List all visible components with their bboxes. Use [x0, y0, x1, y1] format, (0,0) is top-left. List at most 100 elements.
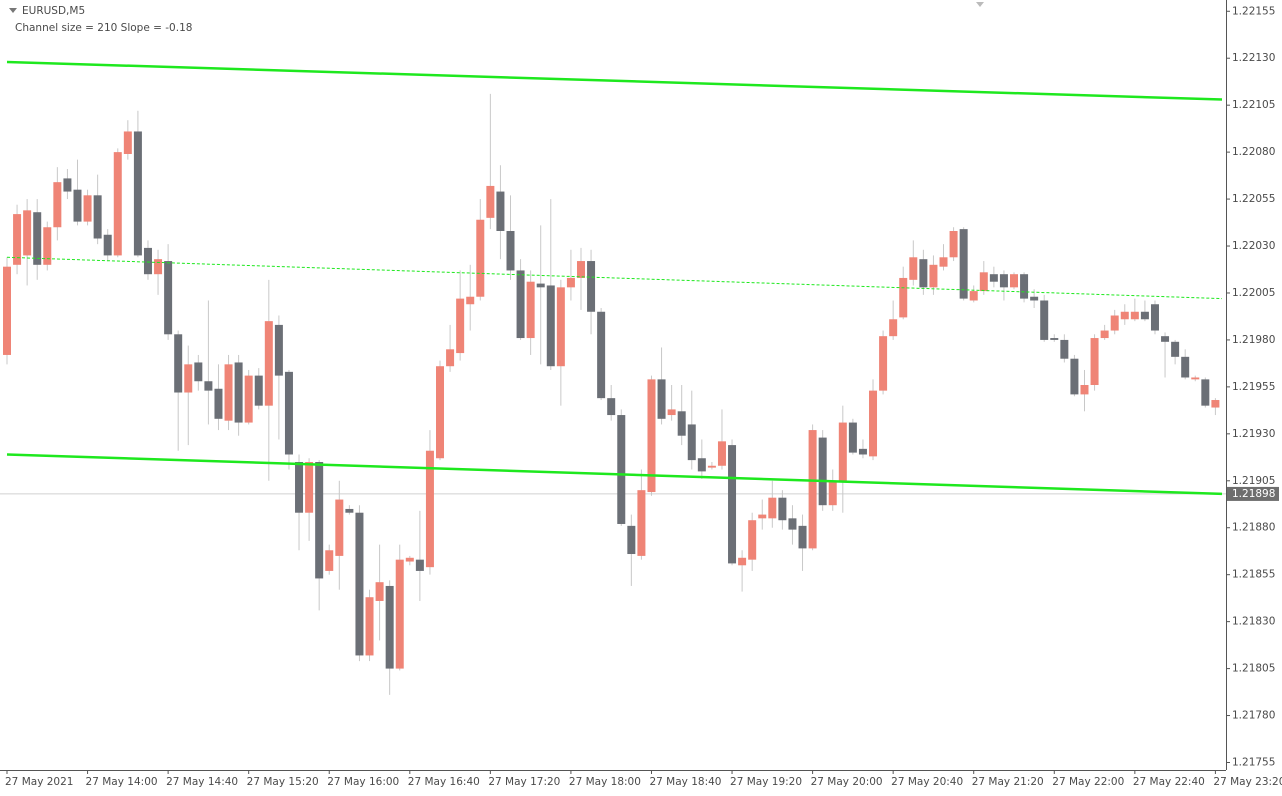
candle-body: [496, 191, 505, 231]
candle-body: [869, 390, 878, 457]
candle-body: [677, 411, 686, 436]
candle-body: [33, 212, 42, 265]
candle-body: [556, 287, 565, 367]
y-tick-label: 1.22005: [1232, 287, 1275, 299]
candle-body: [808, 430, 817, 549]
candle-body: [103, 234, 112, 256]
candle-body: [425, 450, 434, 568]
symbol-menu-icon[interactable]: [9, 8, 17, 13]
candle-body: [1211, 400, 1220, 408]
candle-body: [546, 285, 555, 367]
y-tick-label: 1.22080: [1232, 146, 1275, 158]
channel-lower: [6, 453, 1223, 496]
candle-body: [999, 274, 1008, 288]
candle-body: [979, 272, 988, 292]
candle-body: [687, 424, 696, 461]
candle-body: [627, 525, 636, 555]
candle-body: [989, 274, 998, 282]
candle-body: [1181, 356, 1190, 378]
candle-body: [476, 219, 485, 297]
candle-body: [295, 462, 304, 513]
candle-body: [1140, 311, 1149, 320]
candle-body: [385, 585, 394, 669]
candle-body: [335, 499, 344, 556]
candle-body: [264, 321, 273, 406]
candle-body: [1110, 315, 1119, 331]
candle-body: [244, 375, 253, 423]
candle-body: [113, 152, 122, 256]
x-tick-label: 27 May 22:00: [1052, 776, 1124, 788]
candle-body: [738, 557, 747, 566]
candle-body: [929, 264, 938, 288]
candle-body: [164, 261, 173, 335]
candle-body: [83, 195, 92, 222]
candle-body: [486, 185, 495, 218]
candle-body: [1020, 274, 1029, 299]
candle-body: [355, 512, 364, 656]
channel-upper: [6, 60, 1223, 101]
candle-body: [566, 277, 575, 288]
y-tick-label: 1.21905: [1232, 475, 1275, 487]
candle-body: [1130, 311, 1139, 320]
x-tick-label: 27 May 18:40: [649, 776, 721, 788]
candle-body: [345, 508, 354, 513]
last-price-badge: [1227, 486, 1279, 501]
candle-body: [305, 462, 314, 513]
candle-body: [93, 195, 102, 239]
y-tick-label: 1.21830: [1232, 616, 1275, 628]
candle-body: [325, 550, 334, 571]
candle-body: [1201, 379, 1210, 406]
candle-body: [889, 319, 898, 337]
indicator-label: Channel size = 210 Slope = -0.18: [15, 22, 192, 34]
y-tick-label: 1.21855: [1232, 569, 1275, 581]
y-tick-label: 1.21880: [1232, 522, 1275, 534]
candle-body: [143, 247, 152, 275]
candle-body: [828, 480, 837, 506]
candle-body: [969, 291, 978, 301]
candle-body: [959, 229, 968, 299]
y-tick-label: 1.22030: [1232, 240, 1275, 252]
candle-body: [758, 514, 767, 519]
channel-middle: [6, 256, 1223, 300]
candle-body: [536, 283, 545, 288]
candle-body: [1040, 300, 1049, 340]
x-tick-label: 27 May 17:20: [488, 776, 560, 788]
candle-body: [707, 465, 716, 468]
candle-body: [617, 415, 626, 524]
candle-body: [667, 409, 676, 416]
candle-body: [1030, 296, 1039, 301]
x-tick-label: 27 May 16:00: [327, 776, 399, 788]
candle-body: [607, 398, 616, 416]
x-tick-label: 27 May 20:00: [811, 776, 883, 788]
candle-body: [949, 231, 958, 258]
candle-body: [13, 214, 22, 265]
candle-body: [1050, 338, 1059, 340]
y-tick-label: 1.22155: [1232, 5, 1275, 17]
candle-body: [436, 366, 445, 459]
candle-body: [1150, 304, 1159, 331]
x-tick-label: 27 May 21:20: [972, 776, 1044, 788]
candle-body: [637, 490, 646, 556]
x-tick-label: 27 May 23:20: [1213, 776, 1282, 788]
candle-body: [788, 518, 797, 530]
candle-body: [63, 178, 72, 192]
candle-body: [848, 422, 857, 453]
candle-body: [778, 497, 787, 521]
candle-body: [516, 270, 525, 339]
x-tick-label: 27 May 16:40: [408, 776, 480, 788]
candle-body: [647, 379, 656, 493]
y-tick-label: 1.22105: [1232, 99, 1275, 111]
x-tick-label: 27 May 2021: [5, 776, 73, 788]
candle-body: [717, 441, 726, 466]
candle-body: [1191, 377, 1200, 380]
candle-body: [3, 266, 11, 355]
candle-body: [1010, 274, 1018, 288]
candle-body: [919, 259, 928, 288]
candle-body: [506, 231, 515, 271]
candle-body: [446, 349, 455, 367]
plot-area: [0, 60, 1226, 695]
candle-body: [1080, 385, 1089, 395]
y-tick-label: 1.21955: [1232, 381, 1275, 393]
